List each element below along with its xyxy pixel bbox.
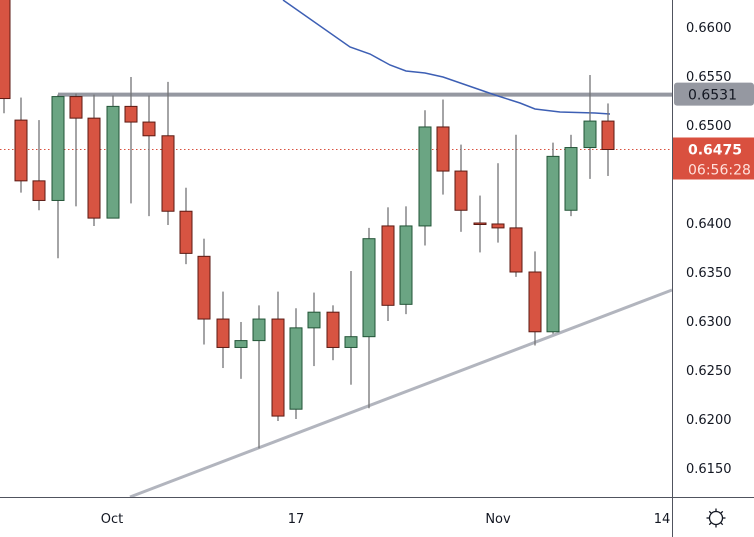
time-tick-label: 14 — [654, 512, 671, 527]
candle-body — [252, 318, 266, 342]
gear-icon[interactable] — [706, 508, 726, 528]
candle[interactable] — [436, 99, 450, 195]
candle[interactable] — [252, 305, 266, 449]
current-price-label: 0.6475 — [688, 143, 742, 159]
candle-body — [69, 96, 83, 119]
candle[interactable] — [564, 134, 578, 217]
candle-body — [87, 117, 101, 219]
candle[interactable] — [51, 94, 65, 259]
support-trendline[interactable] — [129, 288, 673, 499]
gear-icon-tooth — [720, 510, 724, 514]
price-tick-label: 0.6350 — [686, 266, 732, 281]
resistance-price-label: 0.6531 — [688, 88, 737, 104]
candle[interactable] — [179, 187, 193, 265]
candle-body — [362, 238, 376, 338]
candle-body — [51, 96, 65, 201]
candle[interactable] — [381, 207, 395, 321]
moving-average-line — [282, 0, 611, 115]
candle-body — [454, 170, 468, 211]
candle-body — [326, 311, 340, 348]
candle-body — [106, 105, 120, 219]
candle[interactable] — [289, 308, 303, 419]
candle-body — [564, 147, 578, 211]
candle-body — [307, 311, 321, 329]
candle-body — [142, 121, 156, 137]
price-tick-label: 0.6500 — [686, 119, 732, 134]
price-tick-label: 0.6600 — [686, 21, 732, 36]
candle-body — [124, 105, 138, 123]
candle[interactable] — [583, 75, 597, 179]
candle[interactable] — [32, 120, 46, 211]
candle-body — [197, 255, 211, 320]
candle[interactable] — [234, 321, 248, 379]
candle[interactable] — [0, 0, 11, 114]
candle-body — [436, 126, 450, 172]
candle[interactable] — [399, 206, 413, 315]
candle[interactable] — [362, 227, 376, 409]
candle-body — [528, 271, 542, 333]
price-tick-label: 0.6550 — [686, 70, 732, 85]
candle-body — [601, 120, 615, 151]
candle[interactable] — [509, 134, 523, 277]
price-tick-label: 0.6150 — [686, 462, 732, 477]
candle[interactable] — [307, 292, 321, 367]
price-tick-label: 0.6200 — [686, 413, 732, 428]
candle[interactable] — [491, 163, 505, 243]
candle[interactable] — [601, 103, 615, 176]
candle-body — [473, 222, 487, 225]
candle-body — [179, 210, 193, 254]
candle-body — [216, 318, 230, 348]
candle[interactable] — [344, 271, 358, 385]
time-tick-label: Oct — [101, 512, 123, 527]
candle[interactable] — [69, 93, 83, 207]
candle-body — [161, 135, 175, 212]
candle-body — [491, 223, 505, 229]
candle-body — [32, 180, 46, 201]
candle[interactable] — [142, 95, 156, 217]
time-axis-background — [0, 497, 672, 537]
gear-icon-tooth — [720, 522, 724, 526]
plot-area[interactable] — [0, 0, 673, 499]
candle[interactable] — [326, 305, 340, 361]
candle[interactable] — [106, 95, 120, 219]
candle-body — [14, 119, 28, 182]
candle[interactable] — [87, 94, 101, 226]
candle[interactable] — [271, 291, 285, 421]
candle[interactable] — [14, 97, 28, 193]
candle[interactable] — [124, 76, 138, 204]
candle[interactable] — [546, 142, 560, 334]
candle[interactable] — [216, 291, 230, 369]
candle-body — [399, 225, 413, 305]
candle-body — [344, 336, 358, 348]
price-tick-label: 0.6250 — [686, 364, 732, 379]
candle-body — [0, 0, 11, 100]
candle-body — [546, 155, 560, 333]
resistance-price-tag — [674, 82, 754, 106]
candle-body — [271, 318, 285, 417]
candle[interactable] — [161, 81, 175, 225]
candle[interactable] — [197, 238, 211, 345]
candle[interactable] — [528, 251, 542, 346]
candle-body — [234, 340, 248, 348]
gear-icon-tooth — [708, 522, 712, 526]
candle[interactable] — [454, 144, 468, 232]
time-tick-label: 17 — [288, 512, 305, 527]
candle-body — [418, 126, 432, 227]
price-tick-label: 0.6300 — [686, 315, 732, 330]
candle[interactable] — [418, 110, 432, 246]
price-tick-label: 0.6400 — [686, 217, 732, 232]
candle-body — [381, 225, 395, 306]
countdown-label: 06:56:28 — [688, 163, 751, 179]
gear-icon-tooth — [708, 510, 712, 514]
candle-body — [509, 227, 523, 273]
candle[interactable] — [473, 195, 487, 253]
candle-body — [289, 327, 303, 410]
time-tick-label: Nov — [485, 512, 511, 527]
candle-body — [583, 120, 597, 149]
current-price-tag — [673, 137, 754, 180]
